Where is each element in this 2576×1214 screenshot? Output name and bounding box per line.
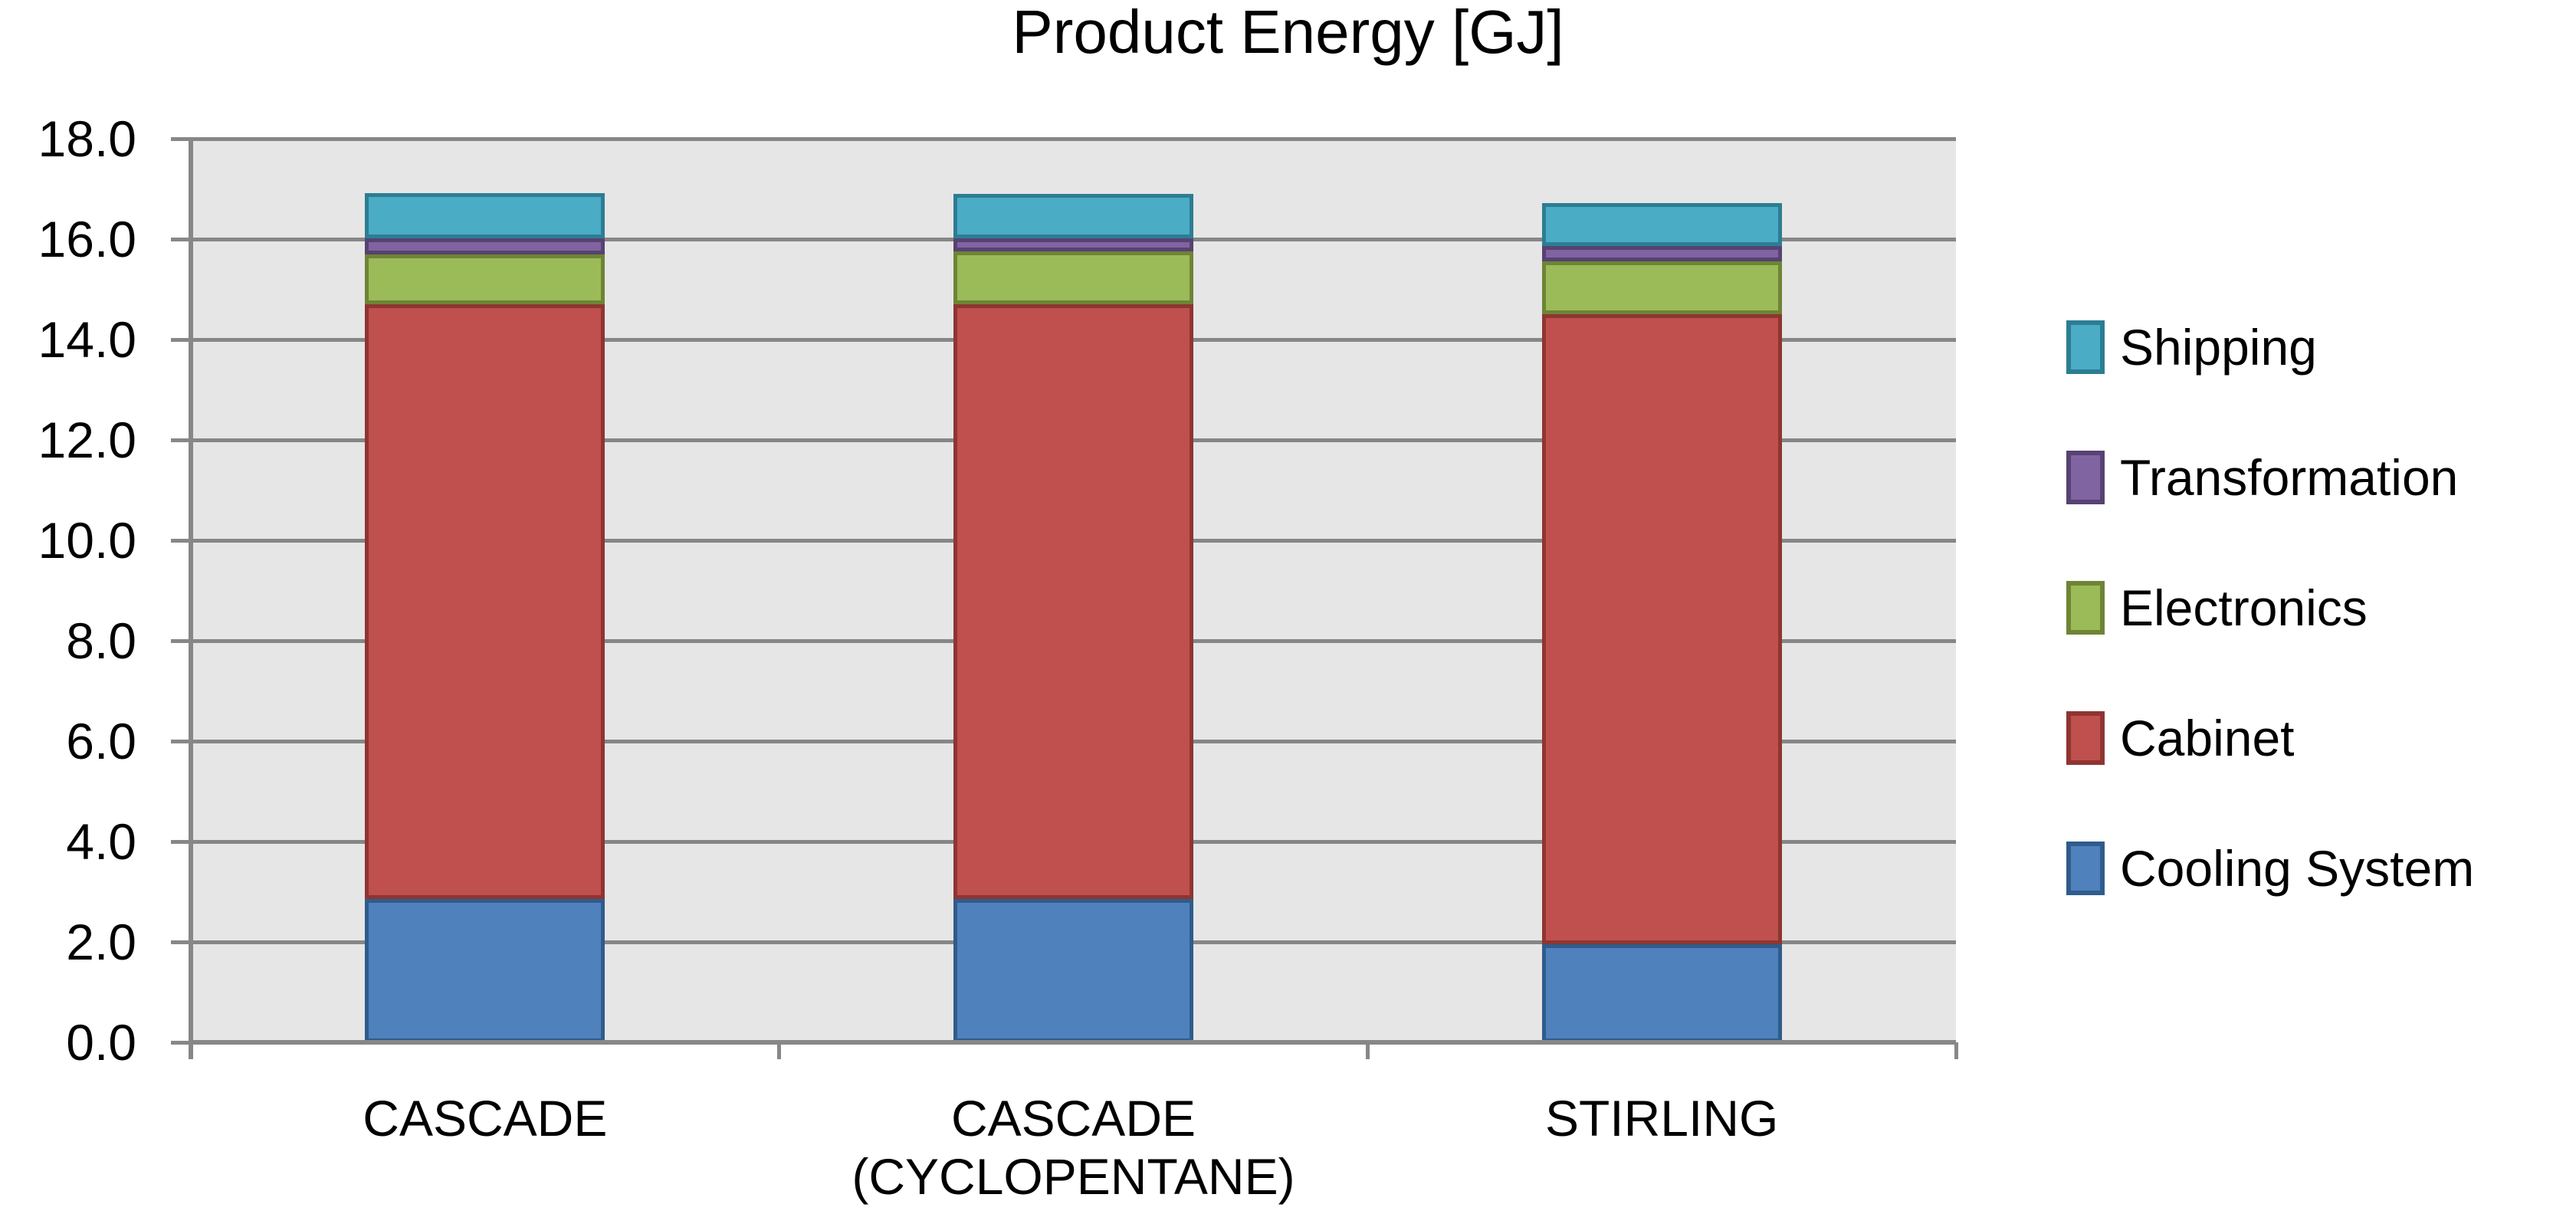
x-axis-tick <box>777 1042 782 1059</box>
legend-swatch-electronics <box>2066 581 2105 635</box>
bar-segment-electronics <box>365 254 605 304</box>
bar-segment-transformation <box>953 238 1193 251</box>
legend-item: Electronics <box>2066 579 2368 637</box>
y-axis-tick <box>171 1040 191 1045</box>
legend-label: Cooling System <box>2120 840 2475 897</box>
category-label: CASCADE <box>191 1089 779 1147</box>
y-axis-tick <box>171 839 191 844</box>
bar-segment-electronics <box>953 251 1193 304</box>
bar-segment-cabinet <box>953 304 1193 899</box>
bar-segment-cabinet <box>365 304 605 899</box>
category-label-line: CASCADE <box>363 1090 608 1147</box>
y-axis-tick <box>171 237 191 241</box>
category-label: CASCADE (CYCLOPENTANE) <box>779 1089 1368 1206</box>
category-label-line: STIRLING <box>1544 1090 1779 1147</box>
legend-label: Cabinet <box>2120 710 2295 766</box>
y-axis-label: 4.0 <box>66 813 136 870</box>
bar-segment-shipping <box>1541 203 1782 246</box>
legend-swatch-cabinet <box>2066 711 2105 765</box>
legend-item: Cooling System <box>2066 839 2474 897</box>
legend-item: Transformation <box>2066 448 2458 507</box>
gridline <box>191 136 1956 141</box>
bar-segment-shipping <box>953 194 1193 238</box>
legend-item: Cabinet <box>2066 709 2295 767</box>
y-axis-label: 8.0 <box>66 612 136 669</box>
legend-item: Shipping <box>2066 318 2317 376</box>
y-axis-label: 12.0 <box>38 412 136 468</box>
y-axis-tick <box>171 638 191 643</box>
legend-label: Transformation <box>2120 449 2459 506</box>
y-axis-label: 2.0 <box>66 914 136 970</box>
category-label: STIRLING <box>1367 1089 1956 1147</box>
legend-swatch-cooling-system <box>2066 842 2105 895</box>
bar-segment-electronics <box>1541 261 1782 314</box>
legend-swatch-transformation <box>2066 451 2105 504</box>
y-axis-tick <box>171 538 191 543</box>
x-axis-tick <box>1365 1042 1370 1059</box>
y-axis-label: 6.0 <box>66 713 136 769</box>
legend-swatch-shipping <box>2066 320 2105 374</box>
plot-area <box>191 136 1956 1042</box>
y-axis-tick <box>171 136 191 141</box>
x-axis-line <box>191 1040 1956 1045</box>
y-axis-tick <box>171 739 191 743</box>
bar-segment-cooling-system <box>1541 944 1782 1042</box>
bar-segment-cooling-system <box>365 899 605 1042</box>
legend-label: Electronics <box>2120 579 2368 636</box>
y-axis-label: 18.0 <box>38 110 136 167</box>
y-axis-tick <box>171 438 191 442</box>
y-axis-label: 0.0 <box>66 1014 136 1071</box>
bar-segment-transformation <box>365 238 605 254</box>
y-axis-label: 16.0 <box>38 211 136 267</box>
y-axis-line <box>189 139 193 1059</box>
y-axis-tick <box>171 337 191 342</box>
y-axis-label: 14.0 <box>38 311 136 368</box>
bar-segment-transformation <box>1541 246 1782 261</box>
bar-segment-cabinet <box>1541 314 1782 944</box>
x-axis-tick <box>1954 1042 1958 1059</box>
x-axis-tick <box>189 1042 193 1059</box>
y-axis-label: 10.0 <box>38 512 136 569</box>
bar-segment-shipping <box>365 193 605 238</box>
category-label-line: CASCADE <box>950 1090 1196 1147</box>
chart-title: Product Energy [GJ] <box>1012 0 1564 66</box>
category-label-line: (CYCLOPENTANE) <box>852 1148 1295 1205</box>
legend-label: Shipping <box>2120 319 2317 376</box>
y-axis-tick <box>171 940 191 944</box>
bar-segment-cooling-system <box>953 899 1193 1042</box>
